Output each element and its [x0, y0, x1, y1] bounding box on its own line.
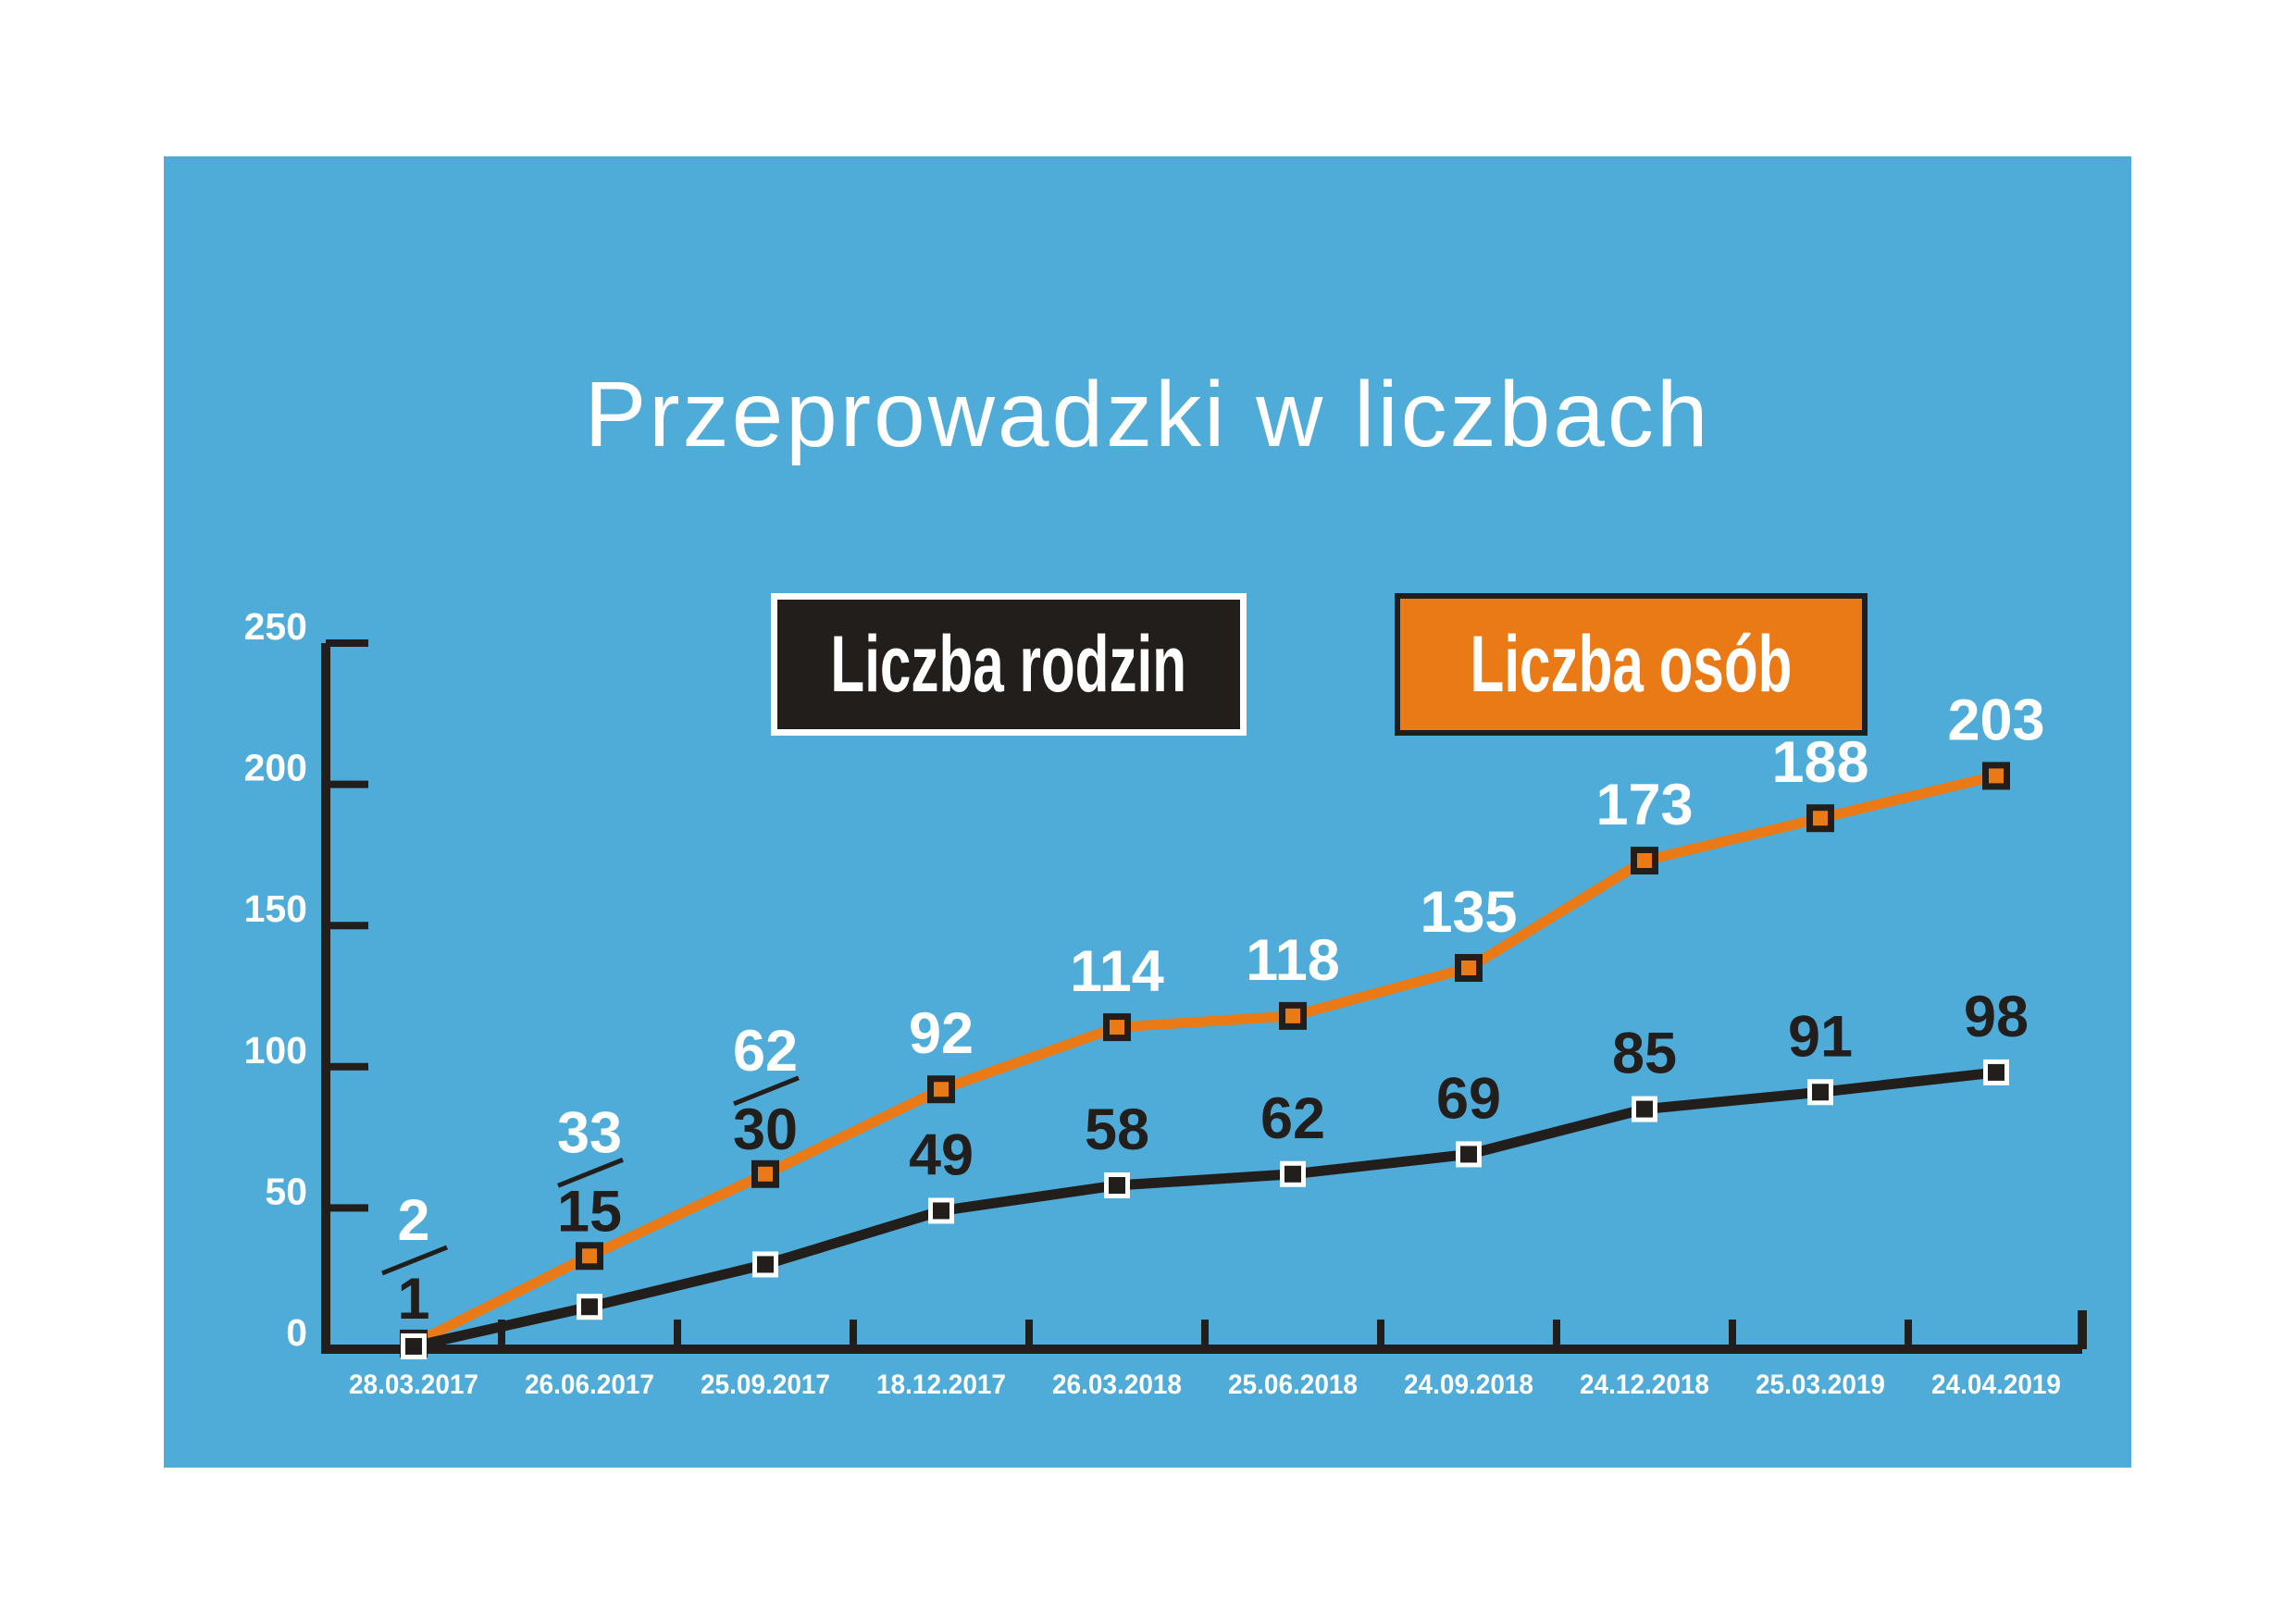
families-value-label: 91 — [1788, 1004, 1853, 1069]
people-value-label: 173 — [1595, 773, 1693, 837]
axis-lines — [321, 643, 2082, 1354]
people-value-label: 118 — [1246, 928, 1340, 993]
families-value-label: 98 — [1964, 985, 2029, 1049]
label-slash — [557, 1157, 624, 1188]
y-tick-label: 100 — [244, 1029, 307, 1072]
x-date-label: 26.03.2018 — [1052, 1370, 1182, 1400]
label-slash — [381, 1245, 448, 1276]
label-slash — [733, 1075, 800, 1107]
x-date-label: 24.04.2019 — [1931, 1370, 2061, 1400]
people-value-label: 92 — [909, 1001, 974, 1066]
legend-people-label: Liczba osób — [1470, 619, 1793, 709]
families-marker-8 — [1807, 1079, 1833, 1106]
people-marker-3 — [927, 1075, 955, 1104]
people-marker-7 — [1631, 847, 1658, 875]
families-marker-4 — [1104, 1172, 1130, 1198]
y-tick-label: 50 — [265, 1170, 307, 1212]
chart-panel: Przeprowadzki w liczbach Liczba rodzin L… — [164, 156, 2131, 1468]
x-date-label: 25.03.2019 — [1756, 1370, 1885, 1400]
families-marker-9 — [1983, 1059, 2009, 1085]
y-tick-label: 0 — [286, 1311, 307, 1354]
y-tick-label: 200 — [244, 747, 307, 789]
x-date-label: 25.06.2018 — [1228, 1370, 1358, 1400]
families-marker-0 — [401, 1333, 427, 1359]
x-date-label: 24.12.2018 — [1580, 1370, 1709, 1400]
legend-families-label: Liczba rodzin — [830, 619, 1187, 709]
people-marker-4 — [1103, 1013, 1131, 1042]
families-value-label: 85 — [1612, 1022, 1677, 1086]
families-marker-2 — [752, 1251, 778, 1278]
legend-people: Liczba osób — [1395, 593, 1868, 736]
x-date-label: 25.09.2017 — [701, 1370, 830, 1400]
families-value-label: 62 — [1260, 1086, 1325, 1151]
x-date-label: 24.09.2018 — [1404, 1370, 1533, 1400]
people-value-label: 2 — [397, 1188, 429, 1253]
people-marker-1 — [576, 1242, 603, 1271]
x-date-label: 28.03.2017 — [349, 1370, 478, 1400]
y-tick-label: 150 — [244, 887, 307, 930]
people-value-label: 188 — [1771, 730, 1868, 795]
people-line — [411, 771, 1998, 1348]
families-marker-1 — [577, 1294, 602, 1320]
people-marker-5 — [1279, 1001, 1307, 1030]
x-date-label: 26.06.2017 — [525, 1370, 654, 1400]
people-marker-2 — [751, 1159, 779, 1188]
families-line — [412, 1067, 1997, 1352]
x-date-label: 18.12.2017 — [876, 1370, 1006, 1400]
people-value-label: 135 — [1420, 880, 1517, 945]
families-value-label: 1 — [397, 1267, 429, 1332]
families-marker-3 — [928, 1197, 954, 1224]
families-value-label: 49 — [909, 1122, 974, 1187]
y-tick-label: 250 — [244, 605, 307, 648]
families-marker-7 — [1632, 1096, 1657, 1122]
families-value-label: 58 — [1085, 1097, 1149, 1162]
families-marker-5 — [1280, 1160, 1306, 1187]
chart-title: Przeprowadzki w liczbach — [584, 363, 1711, 466]
families-value-label: 30 — [733, 1097, 798, 1162]
people-marker-6 — [1455, 953, 1483, 982]
legend-families: Liczba rodzin — [771, 593, 1247, 736]
people-marker-8 — [1806, 804, 1834, 833]
people-value-label: 114 — [1070, 939, 1164, 1004]
families-value-label: 69 — [1436, 1066, 1501, 1131]
people-value-label: 62 — [733, 1019, 798, 1084]
people-value-label: 33 — [557, 1100, 622, 1165]
people-marker-9 — [1982, 762, 2010, 790]
families-marker-6 — [1456, 1141, 1482, 1168]
people-value-label: 203 — [1947, 688, 2044, 752]
families-value-label: 15 — [557, 1179, 622, 1244]
